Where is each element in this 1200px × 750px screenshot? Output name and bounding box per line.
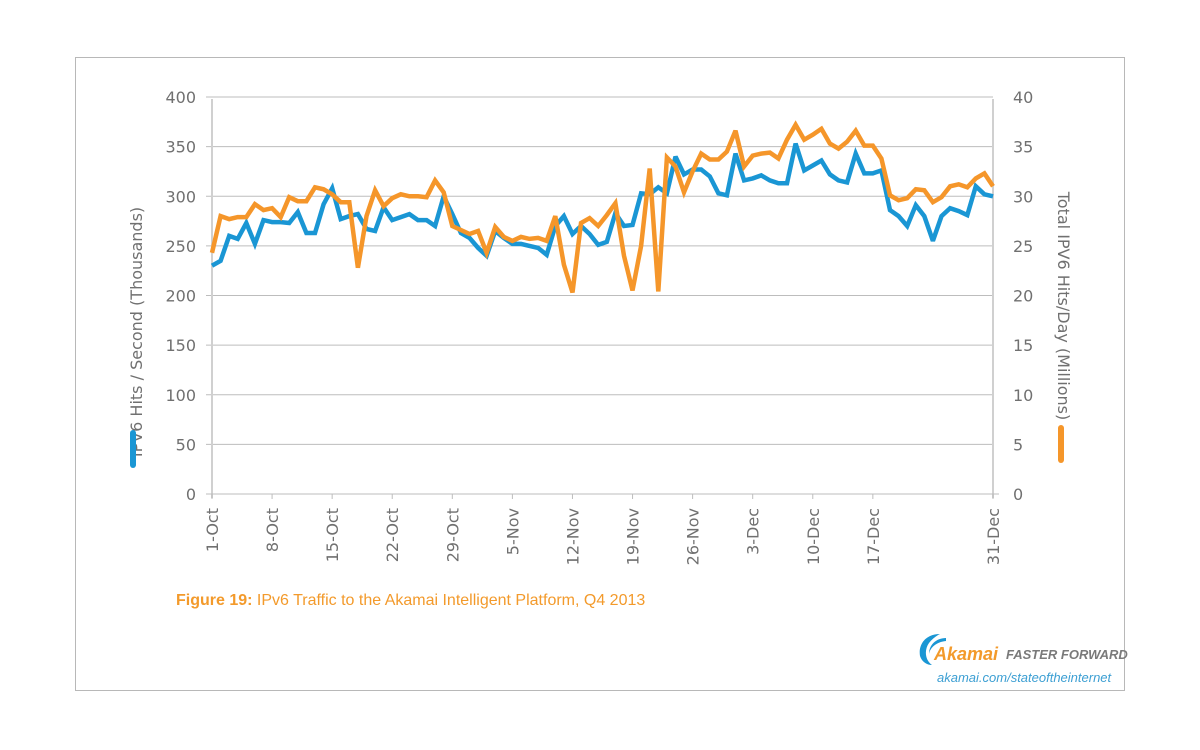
figure-title: IPv6 Traffic to the Akamai Intelligent P… [252, 592, 646, 609]
figure-number: Figure 19: [176, 592, 253, 609]
x-tick-label: 3-Dec [744, 508, 763, 555]
series-line-hits-per-second [210, 142, 994, 268]
y-left-tick-label: 250 [165, 237, 196, 256]
y-left-tick-label: 200 [165, 287, 196, 306]
x-tick-label: 15-Oct [323, 508, 342, 562]
y-axis-right-title: Total IPV6 Hits/Day (Millions) [1054, 191, 1073, 421]
x-tick-label: 22-Oct [383, 508, 402, 562]
x-tick-label: 29-Oct [443, 508, 462, 562]
y-left-tick-label: 300 [165, 187, 196, 206]
x-tick-label: 26-Nov [684, 508, 703, 565]
y-right-tick-label: 35 [1013, 138, 1033, 157]
y-left-tick-label: 350 [165, 138, 196, 157]
y-right-tick-label: 20 [1013, 287, 1033, 306]
akamai-url[interactable]: akamai.com/stateoftheinternet [937, 670, 1112, 685]
y-right-tick-label: 40 [1013, 88, 1033, 107]
x-tick-label: 5-Nov [503, 508, 522, 555]
y-right-tick-label: 25 [1013, 237, 1033, 256]
series-line-hits-per-day [209, 120, 995, 294]
x-tick-label: 10-Dec [804, 508, 823, 565]
akamai-arc-icon [919, 634, 946, 665]
x-tick-label: 19-Nov [624, 508, 643, 565]
tagline: FASTER FORWARD [1006, 647, 1128, 662]
legend-swatch-orange [1058, 425, 1064, 463]
y-right-tick-label: 30 [1013, 187, 1033, 206]
figure-caption: Figure 19: IPv6 Traffic to the Akamai In… [176, 592, 645, 610]
gridlines [206, 96, 993, 445]
y-right-tick-label: 15 [1013, 336, 1033, 355]
y-right-tick-label: 5 [1013, 435, 1023, 454]
y-left-tick-label: 150 [165, 336, 196, 355]
y-axis-left-ticks: 0 50 100 150 200 250 300 350 400 [165, 88, 196, 504]
figure-frame [75, 57, 1125, 691]
x-tick-label: 12-Nov [563, 508, 582, 565]
series-lines [209, 120, 995, 294]
y-right-tick-label: 0 [1013, 485, 1023, 504]
legend-swatch-blue [130, 430, 136, 468]
y-axis-right-ticks: 0 5 10 15 20 25 30 35 40 [1013, 88, 1033, 504]
y-left-tick-label: 100 [165, 386, 196, 405]
y-left-tick-label: 400 [165, 88, 196, 107]
x-tick-label: 8-Oct [263, 508, 282, 552]
axis-titles: IPV6 Hits / Second (Thousands) Total IPV… [127, 191, 1073, 468]
x-axis-ticks: 1-Oct 8-Oct 15-Oct 22-Oct 29-Oct 5-Nov 12-Nov 1… [203, 494, 1003, 565]
y-left-tick-label: 50 [176, 435, 196, 454]
axes [206, 99, 999, 498]
x-tick-label: 17-Dec [864, 508, 883, 565]
akamai-wordmark: Akamai [934, 644, 999, 664]
y-axis-left-title: IPV6 Hits / Second (Thousands) [127, 207, 146, 457]
akamai-logo: Akamai FASTER FORWARD [912, 628, 1128, 668]
y-right-tick-label: 10 [1013, 386, 1033, 405]
y-left-tick-label: 0 [186, 485, 196, 504]
x-tick-label: 31-Dec [984, 508, 1003, 565]
x-tick-label: 1-Oct [203, 508, 222, 552]
